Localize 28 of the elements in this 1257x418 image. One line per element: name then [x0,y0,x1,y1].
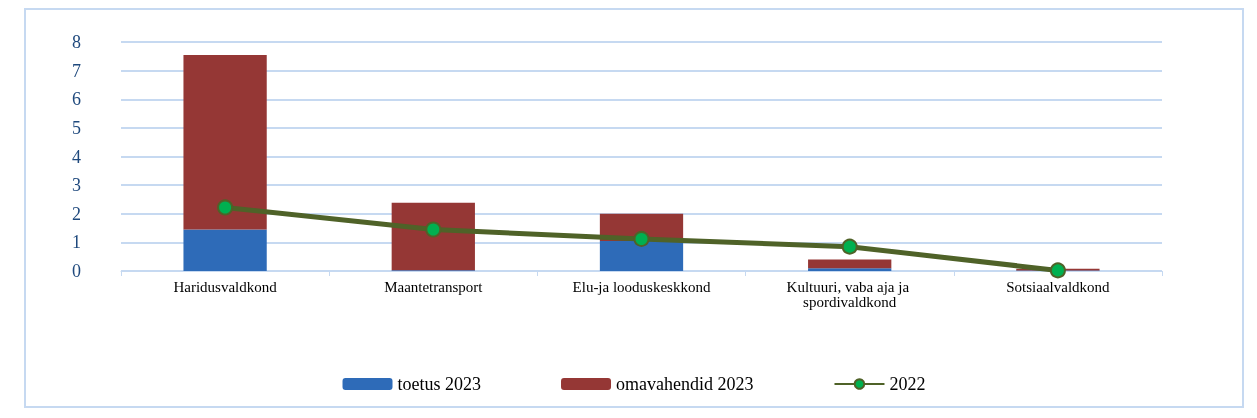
y-tick-label: 5 [72,117,81,138]
y-tick-label: 0 [72,261,81,281]
y-tick-label: 8 [72,32,81,52]
x-tick-label: Haridusvaldkond [173,278,278,295]
legend-label: omavahendid 2023 [616,374,754,394]
y-tick-label: 2 [72,203,81,224]
x-tick-label: Maantetransport [384,278,484,295]
point [841,238,858,255]
bar [183,54,267,230]
y-tick-label: 7 [72,60,81,81]
y-tick-label: 6 [72,89,81,110]
x-tick-label: Sotsiaalvaldkond [1006,278,1111,295]
bar [183,229,267,271]
legend-label: toetus 2023 [397,374,482,394]
point [425,221,442,238]
bar [808,259,892,269]
x-tick-label: Kultuuri, vaba aja ja spordivaldkond [786,278,913,310]
y-tick-label: 4 [72,146,81,167]
y-tick-label: 1 [72,232,81,253]
legend-label: 2022 [889,374,926,394]
point [217,199,234,216]
y-tick-label: 3 [72,175,81,196]
bar [808,268,892,271]
point [633,230,650,247]
point [1049,262,1066,279]
x-tick-label: Elu-ja looduskeskkond [572,278,711,295]
bar [599,240,684,271]
bar [391,202,475,271]
